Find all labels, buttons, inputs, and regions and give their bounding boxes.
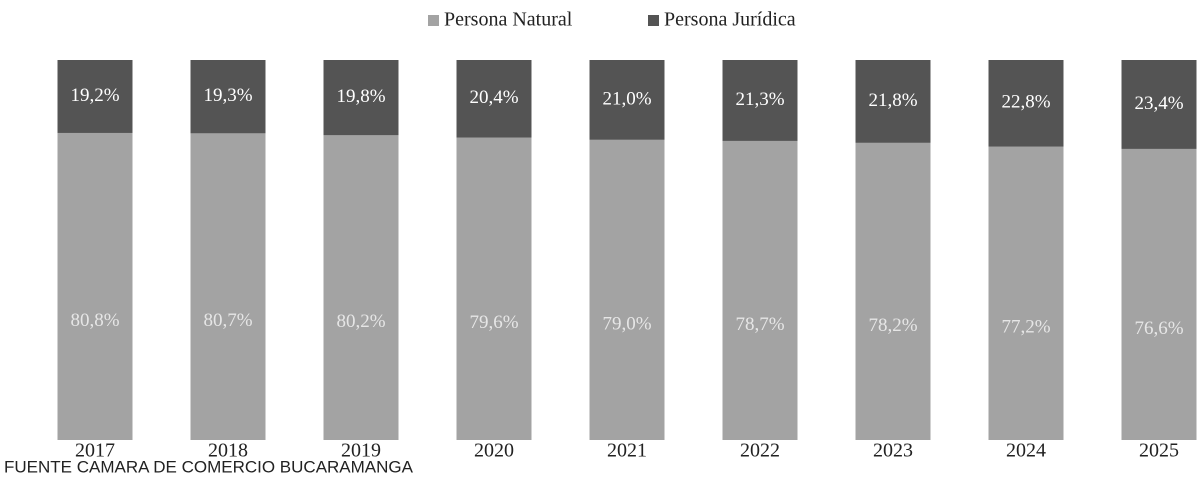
value-label: 80,8% bbox=[70, 310, 119, 331]
bar-segment bbox=[1121, 148, 1197, 441]
source-note: FUENTE CAMARA DE COMERCIO BUCARAMANGA bbox=[4, 457, 414, 476]
value-label: 78,7% bbox=[735, 314, 784, 335]
value-label: 21,8% bbox=[868, 90, 917, 111]
bar-segment bbox=[323, 135, 399, 441]
x-tick-label: 2020 bbox=[474, 440, 514, 462]
value-label: 20,4% bbox=[469, 87, 518, 108]
value-label: 80,2% bbox=[336, 311, 385, 332]
bar-segment bbox=[57, 132, 133, 440]
value-label: 76,6% bbox=[1134, 318, 1183, 339]
value-label: 19,3% bbox=[203, 85, 252, 106]
value-label: 21,3% bbox=[735, 89, 784, 110]
value-label: 19,8% bbox=[336, 86, 385, 107]
x-tick-label: 2018 bbox=[208, 440, 248, 462]
bar-segment bbox=[988, 146, 1064, 440]
value-label: 78,2% bbox=[868, 315, 917, 336]
x-tick-label: 2022 bbox=[740, 440, 780, 462]
bar-segment bbox=[589, 139, 665, 441]
value-label: 79,6% bbox=[469, 312, 518, 333]
bar-segment bbox=[190, 133, 266, 440]
legend-label: Persona Natural bbox=[444, 9, 573, 31]
bar-segment bbox=[57, 60, 133, 133]
bar-segment bbox=[323, 60, 399, 136]
bar-segment bbox=[988, 60, 1064, 147]
bar-segment bbox=[190, 60, 266, 134]
value-label: 77,2% bbox=[1001, 317, 1050, 338]
bar-segment bbox=[722, 60, 798, 141]
legend-swatch bbox=[428, 15, 439, 26]
bar-segment bbox=[855, 60, 931, 143]
x-tick-label: 2023 bbox=[873, 440, 913, 462]
x-tick-label: 2024 bbox=[1006, 440, 1046, 462]
bar-segment bbox=[1121, 60, 1197, 149]
bar-segment bbox=[589, 60, 665, 140]
value-label: 23,4% bbox=[1134, 93, 1183, 114]
value-label: 19,2% bbox=[70, 85, 119, 106]
bar-segment bbox=[855, 142, 931, 440]
value-label: 80,7% bbox=[203, 310, 252, 331]
bar-segment bbox=[456, 137, 532, 440]
legend-swatch bbox=[648, 15, 659, 26]
value-label: 21,0% bbox=[602, 88, 651, 109]
value-label: 79,0% bbox=[602, 313, 651, 334]
x-tick-label: 2019 bbox=[341, 440, 381, 462]
bar-segment bbox=[722, 140, 798, 440]
x-tick-label: 2021 bbox=[607, 440, 647, 462]
x-tick-label: 2017 bbox=[75, 440, 115, 462]
value-label: 22,8% bbox=[1001, 92, 1050, 113]
bar-segment bbox=[456, 60, 532, 138]
legend-label: Persona Jurídica bbox=[664, 9, 796, 31]
x-tick-label: 2025 bbox=[1139, 440, 1179, 462]
